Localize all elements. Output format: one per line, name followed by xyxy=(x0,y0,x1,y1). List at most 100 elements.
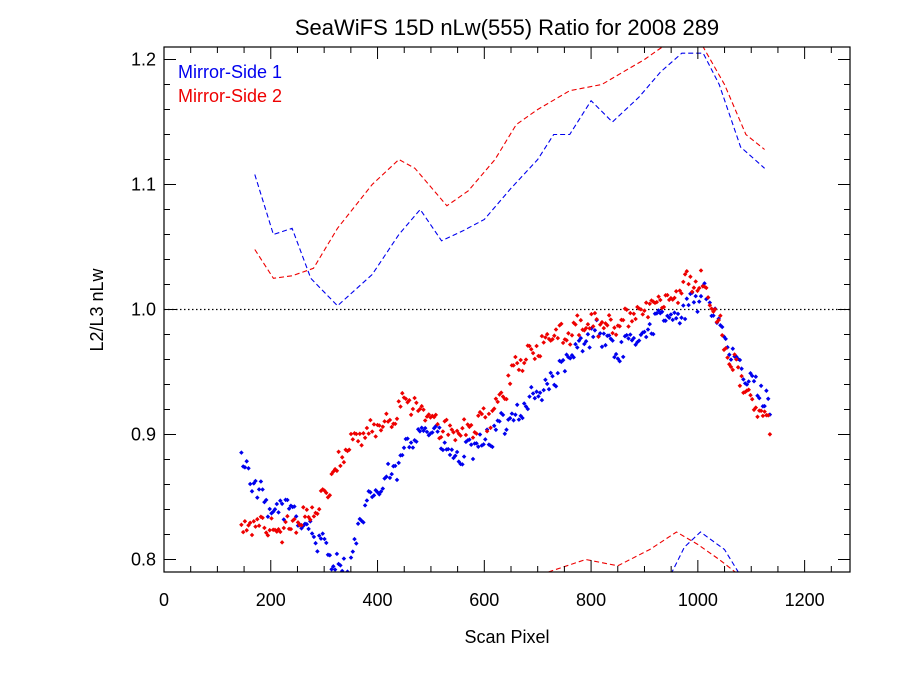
series-1-point xyxy=(400,452,405,458)
series-2-point xyxy=(447,423,453,428)
series-2-point xyxy=(481,406,486,411)
series-2-point xyxy=(256,523,262,528)
series-2-point xyxy=(396,399,401,404)
series-2-point xyxy=(463,432,469,438)
series-1-point xyxy=(521,401,527,406)
series-1-point xyxy=(263,497,269,503)
series-1-point xyxy=(695,309,700,314)
series-1-point xyxy=(739,366,744,371)
series-2-point xyxy=(686,281,691,287)
series-1-point xyxy=(332,567,338,572)
series-2-point xyxy=(628,310,633,316)
series-1-point xyxy=(684,296,690,301)
series-1-point xyxy=(355,521,361,526)
series-2-point xyxy=(394,416,400,422)
series-2-point xyxy=(438,434,444,440)
x-tick-label: 800 xyxy=(576,590,606,610)
data-points xyxy=(239,268,773,572)
series-2-point xyxy=(552,333,557,338)
series-2-point xyxy=(679,291,684,296)
series-1-point xyxy=(267,506,272,512)
series-1-point xyxy=(246,466,251,471)
series-2-point xyxy=(484,428,490,434)
series-2-point xyxy=(514,360,520,366)
series-2-point xyxy=(631,311,637,317)
y-axis-label: L2/L3 nLw xyxy=(87,267,107,351)
series-2-point xyxy=(532,356,538,362)
series-2-point xyxy=(718,313,723,318)
series-1-point xyxy=(663,318,668,323)
series-2-point xyxy=(460,425,465,431)
series-1-point xyxy=(504,427,509,432)
series-2-point xyxy=(269,516,274,521)
series-2-point xyxy=(707,303,713,308)
series-1-point xyxy=(654,311,660,316)
series-2-point xyxy=(537,354,543,359)
series-2-point xyxy=(746,387,751,393)
series-2-point xyxy=(527,343,532,349)
series-2-point xyxy=(373,434,378,439)
series-1-point xyxy=(279,501,285,507)
series-1-point xyxy=(424,429,430,435)
series-1-point xyxy=(553,384,559,389)
series-1-point xyxy=(350,549,356,554)
series-2-point xyxy=(315,511,320,517)
series-1-point xyxy=(550,373,555,379)
series-2-point xyxy=(696,285,702,291)
series-1-point xyxy=(536,394,541,399)
series-2-point xyxy=(544,331,550,337)
series-2-point xyxy=(675,300,681,306)
series-2-point xyxy=(371,422,377,427)
series-1-point xyxy=(613,351,619,357)
series-1-point xyxy=(682,316,688,322)
series-2-point xyxy=(654,299,660,305)
series-2-point xyxy=(461,417,467,422)
series-1-point xyxy=(534,389,539,394)
series-1-point xyxy=(651,331,656,337)
series-2-point xyxy=(688,274,693,279)
y-tick-label: 1.1 xyxy=(131,175,156,195)
series-2-point xyxy=(308,517,313,522)
series-1-point xyxy=(575,345,580,350)
y-tick-label: 1.0 xyxy=(131,300,156,320)
series-1-point xyxy=(449,447,455,452)
series-2-point xyxy=(407,398,412,403)
plot-frame xyxy=(163,46,851,573)
series-2-point xyxy=(716,317,721,323)
series-1-point xyxy=(567,356,573,361)
series-1-point xyxy=(414,439,419,444)
series-2-point xyxy=(304,507,310,512)
series-2-point xyxy=(486,411,492,417)
series-2-point xyxy=(734,357,739,362)
series-2-point xyxy=(594,317,599,322)
series-2-point xyxy=(262,525,267,531)
series-2-point xyxy=(553,327,559,332)
series-2-point xyxy=(334,468,340,474)
series-1-point xyxy=(513,412,518,417)
chart-title: SeaWiFS 15D nLw(555) Ratio for 2008 289 xyxy=(295,15,719,40)
series-2-point xyxy=(529,347,534,352)
series-1-point xyxy=(447,452,453,458)
series-2-point xyxy=(327,493,333,498)
series-2-point xyxy=(592,310,598,316)
series-1-point xyxy=(585,331,591,337)
series-2-point xyxy=(483,415,488,420)
series-2-point xyxy=(612,325,617,330)
series-1-point xyxy=(560,357,566,363)
series-1-point xyxy=(746,379,751,384)
series-1-point xyxy=(274,501,280,507)
series-2-point xyxy=(589,311,594,317)
series-1-point xyxy=(339,568,345,572)
series-2-point xyxy=(698,268,704,273)
series-1-point xyxy=(672,310,677,315)
legend-entry-mirror-side-1: Mirror-Side 1 xyxy=(178,62,282,82)
series-2-point xyxy=(550,337,555,342)
series-1-point xyxy=(430,430,435,435)
series-2-point xyxy=(605,323,610,328)
series-1-point xyxy=(511,418,516,423)
series-2-point xyxy=(403,396,409,402)
series-2-point xyxy=(719,333,725,338)
series-1-point xyxy=(698,293,704,299)
